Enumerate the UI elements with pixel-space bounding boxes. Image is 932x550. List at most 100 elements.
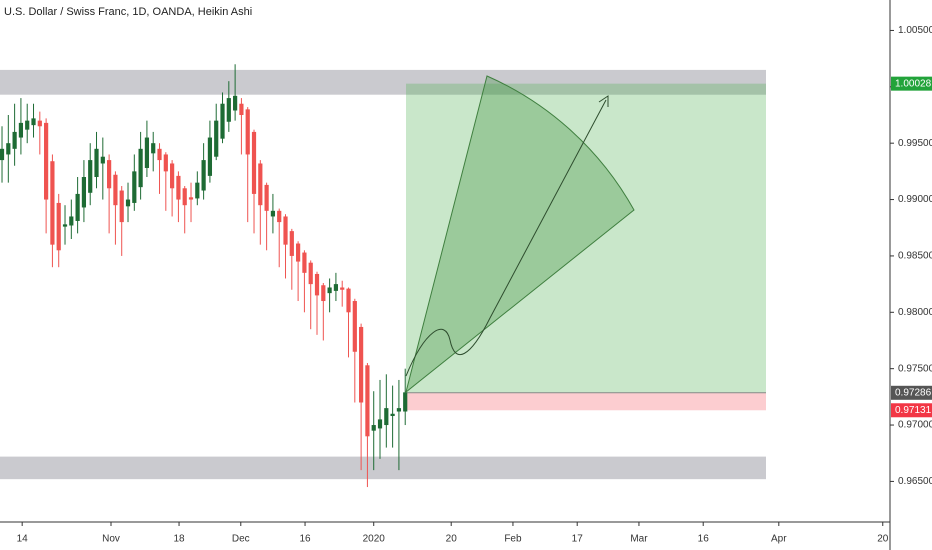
loss-zone — [406, 392, 766, 411]
candle-body — [44, 122, 49, 200]
candle-body — [201, 160, 206, 191]
candle-body — [377, 419, 383, 429]
x-tick-label: 20 — [446, 534, 458, 545]
y-tick-label: 0.98500 — [898, 251, 932, 262]
candle-body — [88, 160, 93, 193]
x-tick-label: 2020 — [363, 534, 386, 545]
candle-body — [258, 163, 263, 206]
x-tick-label: Feb — [504, 534, 522, 545]
candle-body — [296, 243, 301, 262]
price-label: 1.00028 — [895, 78, 932, 89]
price-label-bg — [891, 403, 932, 418]
x-tick-label: Dec — [232, 534, 250, 545]
x-tick-label: 18 — [173, 534, 185, 545]
candle-body — [157, 148, 162, 161]
zones — [0, 69, 766, 480]
candle-body — [18, 122, 24, 138]
candle-body — [50, 161, 55, 245]
candle-body — [75, 193, 80, 221]
chart-title: U.S. Dollar / Swiss Franc, 1D, OANDA, He… — [4, 6, 252, 18]
candle-body — [308, 262, 313, 285]
candle-body — [214, 120, 219, 157]
y-tick-label: 0.97000 — [898, 420, 932, 431]
candle-body — [403, 392, 408, 412]
x-tick-label: 16 — [299, 534, 311, 545]
candle-body — [182, 188, 187, 206]
arrow-head — [598, 95, 609, 107]
candle-body — [69, 216, 74, 226]
x-tick-label: Mar — [630, 534, 648, 545]
candle-body — [371, 425, 376, 431]
y-tick-label: 0.99500 — [898, 138, 932, 149]
profit-zone — [406, 83, 766, 393]
path-arrow — [405, 99, 607, 377]
candle-body — [107, 160, 112, 189]
candle-body — [132, 171, 137, 203]
candle-body — [396, 408, 402, 412]
candle-body — [113, 174, 118, 206]
candle-body — [94, 148, 99, 178]
candle-body — [100, 156, 105, 164]
candle-body — [125, 199, 131, 207]
candle-body — [62, 224, 68, 227]
candle-body — [333, 284, 339, 291]
candle-body — [195, 182, 200, 199]
candle-body — [56, 202, 61, 251]
candle-body — [170, 163, 175, 189]
candle-body — [270, 210, 276, 217]
zone — [0, 69, 766, 95]
candle-body — [302, 252, 307, 273]
candle-body — [226, 98, 231, 122]
candle-body — [151, 143, 156, 154]
y-tick-label: 0.98000 — [898, 307, 932, 318]
candle-body — [12, 131, 17, 149]
price-label-bg — [891, 385, 932, 400]
candle-body — [321, 285, 326, 302]
x-tick-label: Apr — [771, 534, 787, 545]
price-label: 0.97286 — [895, 387, 932, 398]
candle-body — [283, 216, 288, 245]
price-label: 0.97131 — [895, 405, 932, 416]
y-tick-label: 1.00500 — [898, 25, 932, 36]
axes: 0.96500 0.97000 0.97500 0.98000 0.98500 0.990… — [17, 25, 932, 545]
candle-body — [314, 273, 320, 296]
candle-body — [340, 287, 345, 290]
candle-body — [289, 231, 294, 256]
candle-body — [207, 137, 213, 176]
candle-body — [31, 118, 36, 126]
candles — [0, 64, 408, 488]
candle-body — [352, 301, 357, 352]
candle-body — [188, 197, 194, 200]
candle-body — [138, 148, 143, 188]
candle-body — [251, 131, 257, 194]
drawings — [405, 75, 635, 394]
y-tick-label: 0.99000 — [898, 194, 932, 205]
candle-body — [220, 103, 225, 139]
y-tick-label: 0.97500 — [898, 363, 932, 374]
candle-body — [233, 95, 238, 111]
price-label-bg — [891, 76, 932, 91]
candle-body — [176, 175, 181, 200]
candle-body — [245, 109, 250, 155]
candle-body — [346, 288, 351, 313]
candle-body — [0, 148, 5, 161]
candle-body — [239, 103, 244, 115]
zone — [0, 456, 766, 480]
candle-body — [365, 365, 370, 437]
y-tick-label: 0.96500 — [898, 476, 932, 487]
candle-body — [37, 120, 42, 127]
candle-body — [6, 143, 11, 155]
candle-body — [119, 190, 124, 223]
x-tick-label: 17 — [572, 534, 584, 545]
candle-body — [144, 137, 150, 168]
x-tick-label: Nov — [102, 534, 120, 545]
candle-body — [327, 287, 332, 294]
candle-body — [384, 408, 389, 426]
candle-body — [25, 120, 30, 130]
x-tick-label: 16 — [698, 534, 710, 545]
candle-body — [359, 326, 364, 403]
candle-body — [264, 184, 269, 211]
x-tick-label: 14 — [17, 534, 29, 545]
candle-body — [81, 177, 87, 208]
